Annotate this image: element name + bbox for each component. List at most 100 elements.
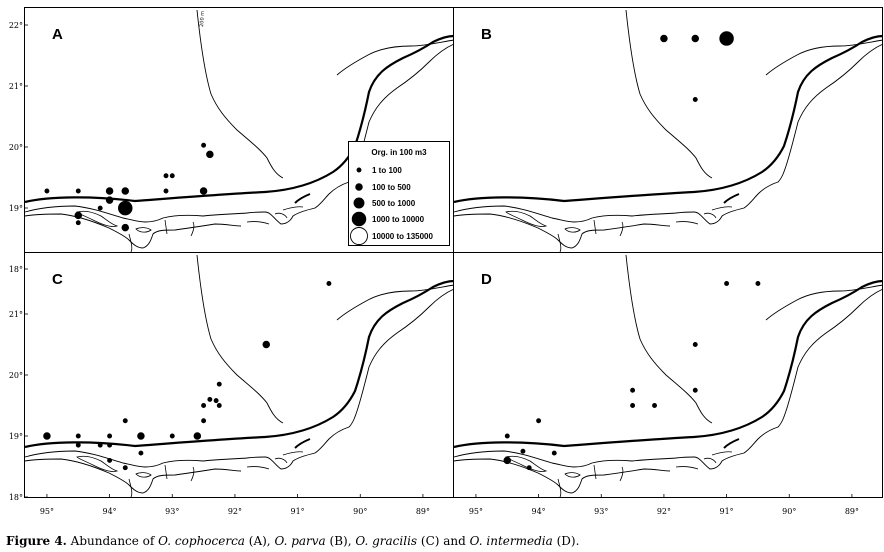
- data-point: [213, 398, 219, 404]
- data-point: [206, 150, 214, 159]
- lat-tick-label: 18°: [9, 265, 23, 274]
- caption-species-a: O. cophocerca: [158, 534, 245, 548]
- panel-c-frame: [24, 252, 454, 498]
- legend-symbol: [351, 211, 367, 227]
- legend-entry-label: 100 to 500: [372, 183, 411, 192]
- caption-text: Abundance of: [66, 534, 159, 548]
- legend-symbol: [355, 183, 363, 191]
- legend-entry-label: 1000 to 10000: [372, 215, 425, 224]
- caption-text: (D).: [552, 534, 580, 548]
- caption-species-d: O. intermedia: [469, 534, 553, 548]
- data-point: [755, 281, 761, 286]
- data-point: [691, 34, 700, 43]
- lat-tick-label: 20°: [9, 143, 23, 152]
- data-point: [163, 173, 169, 179]
- figure-caption: Figure 4. Abundance of O. cophocerca (A)…: [6, 534, 878, 548]
- lon-tick-label: 95°: [469, 507, 483, 516]
- data-point: [201, 142, 207, 148]
- data-point: [201, 418, 207, 424]
- data-point: [536, 418, 542, 424]
- data-point: [43, 432, 51, 440]
- data-point: [75, 433, 81, 439]
- data-point: [97, 205, 103, 211]
- data-point: [724, 281, 730, 286]
- data-point: [630, 387, 636, 393]
- data-point: [526, 465, 532, 471]
- legend-symbol: [353, 197, 365, 209]
- data-point: [551, 450, 557, 456]
- data-point: [75, 188, 81, 194]
- lon-tick-label: 90°: [782, 507, 796, 516]
- coastline-panel-b: [452, 8, 884, 254]
- data-point: [97, 442, 103, 448]
- lon-tick-label: 94°: [532, 507, 546, 516]
- lon-tick-label: 91°: [290, 507, 304, 516]
- data-point: [216, 403, 222, 408]
- lon-tick-label: 92°: [228, 507, 242, 516]
- data-point: [137, 432, 145, 440]
- caption-species-c: O. gracilis: [355, 534, 418, 548]
- coastline-panel-c: [23, 253, 456, 499]
- data-point: [105, 187, 114, 195]
- data-point: [107, 442, 113, 448]
- data-point: [660, 34, 668, 43]
- lon-tick-label: 92°: [657, 507, 671, 516]
- data-point: [692, 387, 698, 393]
- lon-tick-label: 90°: [353, 507, 367, 516]
- caption-text: (C) and: [417, 534, 470, 548]
- legend-symbol: [350, 227, 368, 245]
- data-point: [207, 396, 213, 402]
- data-point: [692, 97, 698, 102]
- lat-tick-label: 19°: [9, 432, 23, 441]
- data-point: [169, 173, 175, 179]
- legend-entry-label: 500 to 1000: [372, 199, 416, 208]
- data-point: [262, 340, 271, 349]
- data-point: [74, 211, 83, 220]
- data-point: [199, 187, 208, 195]
- lat-tick-label: 21°: [9, 310, 23, 319]
- isobath-label: 200 m: [199, 11, 206, 28]
- legend: Org. in 100 m3 1 to 100 100 to 500 500 to 1…: [348, 141, 450, 246]
- data-point: [122, 465, 128, 471]
- lon-tick-label: 91°: [719, 507, 733, 516]
- data-point: [503, 456, 512, 465]
- data-point: [169, 433, 175, 439]
- lat-tick-label: 21°: [9, 82, 23, 91]
- text-layer: 200 m 22° 21° 20° 19° 18° 21° 20° 19° 18° 95° 94° 93…: [9, 11, 859, 516]
- lon-tick-label: 89°: [416, 507, 430, 516]
- lat-tick-label: 22°: [9, 21, 23, 30]
- panel-d-frame: [453, 252, 883, 498]
- panel-label-d: D: [481, 271, 492, 288]
- data-point: [107, 457, 113, 463]
- lon-tick-label: 89°: [845, 507, 859, 516]
- data-point: [326, 281, 332, 286]
- data-point: [163, 188, 169, 194]
- lat-tick-label: 18°: [9, 493, 23, 502]
- legend-title: Org. in 100 m3: [371, 148, 427, 157]
- caption-text: (A),: [244, 534, 275, 548]
- panel-label-b: B: [481, 26, 492, 43]
- panel-label-c: C: [52, 271, 63, 288]
- legend-entry-label: 1 to 100: [372, 166, 402, 175]
- panel-label-a: A: [52, 26, 63, 43]
- panel-b-frame: [453, 7, 883, 253]
- data-point: [719, 31, 734, 46]
- data-point: [122, 418, 128, 424]
- data-point: [75, 220, 81, 226]
- data-point: [652, 403, 657, 408]
- lon-tick-label: 94°: [103, 507, 117, 516]
- data-point: [118, 200, 133, 216]
- caption-species-b: O. parva: [274, 534, 326, 548]
- caption-label: Figure 4.: [6, 534, 67, 548]
- data-point: [520, 448, 526, 454]
- data-point: [201, 403, 207, 408]
- data-point: [692, 342, 698, 347]
- data-point: [107, 433, 113, 439]
- data-point: [105, 196, 114, 204]
- coastline-panel-d: [452, 253, 884, 499]
- lon-tick-label: 93°: [594, 507, 608, 516]
- legend-symbol: [356, 167, 362, 173]
- data-point: [121, 187, 130, 195]
- data-point: [216, 381, 222, 387]
